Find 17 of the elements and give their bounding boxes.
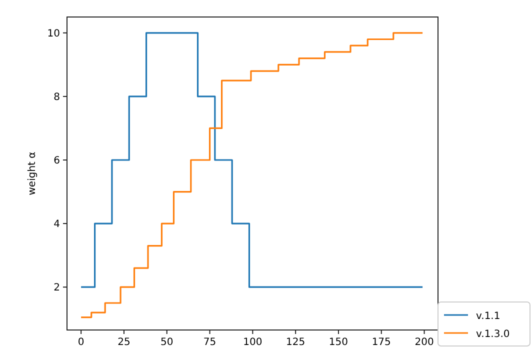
y-tick-label: 4: [54, 219, 60, 230]
x-tick-label: 25: [118, 337, 130, 348]
x-tick-label: 75: [203, 337, 216, 348]
x-tick-label: 125: [286, 337, 306, 348]
y-tick-label: 10: [47, 28, 60, 40]
x-tick-label: 100: [243, 337, 262, 348]
y-tick-label: 8: [54, 92, 60, 103]
x-tick-label: 50: [160, 337, 174, 348]
y-tick-label: 6: [54, 155, 60, 166]
x-tick-label: 175: [372, 337, 391, 348]
x-tick-label: 200: [414, 337, 434, 348]
y-axis-title: weight α: [27, 151, 38, 196]
legend-label: v.1.1: [476, 311, 500, 322]
x-tick-label: 0: [78, 337, 84, 348]
x-tick-label: 150: [328, 337, 348, 348]
legend-label: v.1.3.0: [476, 329, 510, 340]
y-tick-label: 2: [54, 282, 60, 294]
